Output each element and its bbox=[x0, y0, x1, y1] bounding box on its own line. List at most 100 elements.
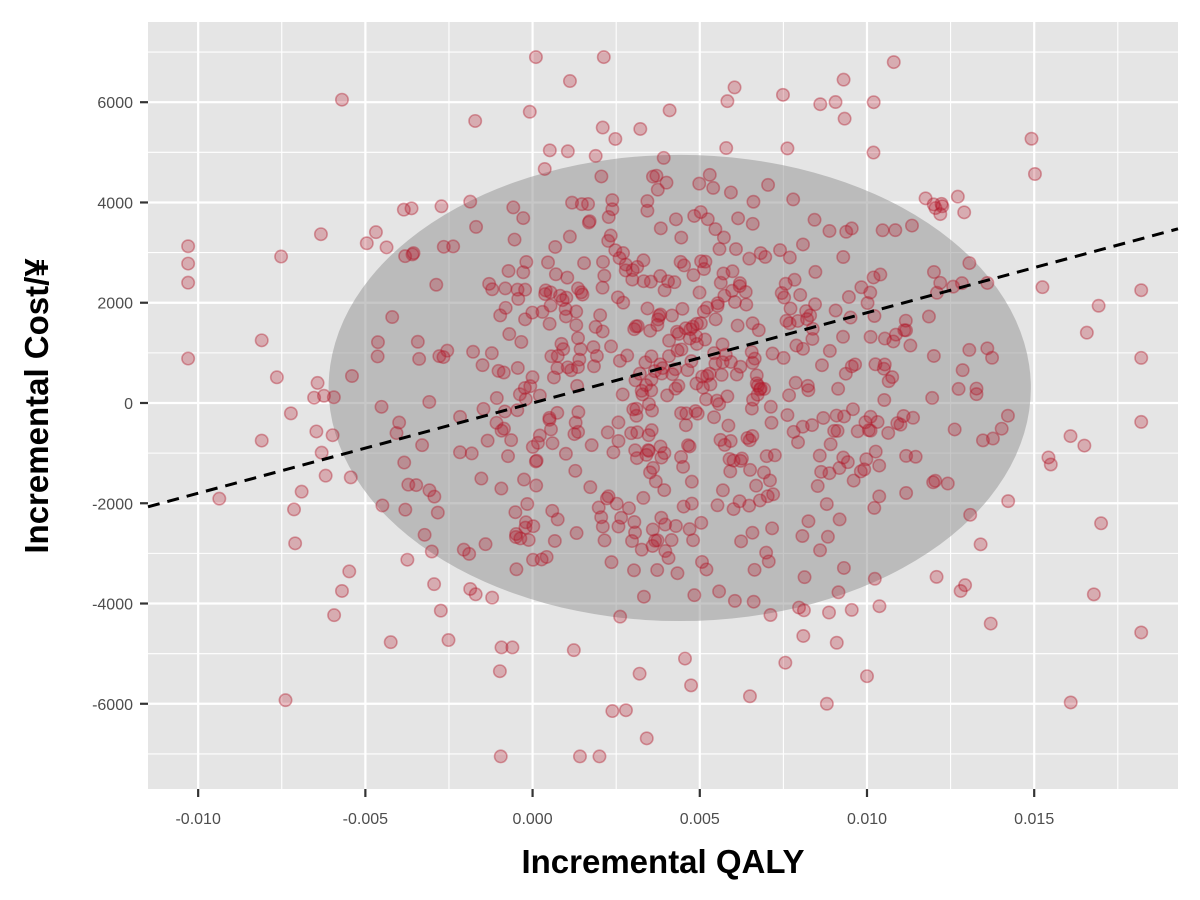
scatter-point bbox=[653, 357, 668, 372]
scatter-point bbox=[872, 599, 887, 614]
scatter-point bbox=[908, 449, 923, 464]
scatter-point bbox=[853, 464, 868, 479]
scatter-point bbox=[876, 361, 891, 376]
scatter-point bbox=[808, 264, 823, 279]
scatter-point bbox=[886, 55, 901, 70]
scatter-point bbox=[525, 305, 540, 320]
scatter-point bbox=[509, 527, 524, 542]
y-tick-label: -2000 bbox=[92, 496, 133, 513]
scatter-point bbox=[550, 405, 565, 420]
scatter-point bbox=[708, 222, 723, 237]
scatter-point bbox=[706, 180, 721, 195]
scatter-point bbox=[867, 571, 882, 586]
scatter-point bbox=[508, 505, 523, 520]
scatter-point bbox=[822, 223, 837, 238]
scatter-point bbox=[476, 401, 491, 416]
scatter-point bbox=[501, 449, 516, 464]
scatter-point bbox=[565, 195, 580, 210]
scatter-point bbox=[985, 431, 1000, 446]
scatter-point bbox=[1027, 166, 1042, 181]
scatter-point bbox=[872, 489, 887, 504]
scatter-point bbox=[645, 169, 660, 184]
scatter-point bbox=[745, 316, 760, 331]
scatter-point bbox=[586, 340, 601, 355]
scatter-point bbox=[658, 517, 673, 532]
scatter-point bbox=[723, 433, 738, 448]
scatter-point bbox=[654, 510, 669, 525]
scatter-point bbox=[516, 211, 531, 226]
scatter-point bbox=[926, 264, 941, 279]
scatter-point bbox=[573, 342, 588, 357]
scatter-point bbox=[929, 569, 944, 584]
scatter-point bbox=[777, 290, 792, 305]
scatter-point bbox=[464, 446, 479, 461]
scatter-point bbox=[897, 323, 912, 338]
scatter-point bbox=[640, 203, 655, 218]
scatter-point bbox=[628, 443, 643, 458]
scatter-point bbox=[650, 533, 665, 548]
scatter-point bbox=[692, 285, 707, 300]
scatter-point bbox=[633, 121, 648, 136]
scatter-point bbox=[517, 472, 532, 487]
scatter-point bbox=[708, 356, 723, 371]
scatter-point bbox=[548, 267, 563, 282]
scatter-point bbox=[537, 161, 552, 176]
scatter-point bbox=[710, 296, 725, 311]
scatter-point bbox=[528, 50, 543, 65]
scatter-point bbox=[574, 285, 589, 300]
scatter-point bbox=[742, 433, 757, 448]
scatter-point bbox=[866, 145, 881, 160]
scatter-point bbox=[375, 498, 390, 513]
scatter-point bbox=[925, 390, 940, 405]
scatter-point bbox=[918, 191, 933, 206]
scatter-point bbox=[933, 207, 948, 222]
scatter-point bbox=[181, 256, 196, 271]
scatter-point bbox=[440, 343, 455, 358]
scatter-point bbox=[526, 519, 541, 534]
scatter-point bbox=[574, 197, 589, 212]
scatter-point bbox=[926, 197, 941, 212]
scatter-point bbox=[799, 304, 814, 319]
scatter-point bbox=[881, 425, 896, 440]
scatter-point bbox=[577, 256, 592, 271]
scatter-point bbox=[727, 294, 742, 309]
scatter-point bbox=[740, 430, 755, 445]
scatter-point bbox=[575, 287, 590, 302]
scatter-point bbox=[886, 334, 901, 349]
scatter-point bbox=[398, 502, 413, 517]
scatter-point bbox=[814, 464, 829, 479]
scatter-point bbox=[595, 519, 610, 534]
scatter-point bbox=[756, 465, 771, 480]
scatter-point bbox=[715, 355, 730, 370]
scatter-point bbox=[958, 578, 973, 593]
scatter-point bbox=[518, 520, 533, 535]
scatter-point bbox=[764, 415, 779, 430]
scatter-point bbox=[491, 363, 506, 378]
scatter-point bbox=[475, 358, 490, 373]
scatter-point bbox=[969, 387, 984, 402]
scatter-point bbox=[831, 381, 846, 396]
scatter-point bbox=[432, 349, 447, 364]
scatter-point bbox=[629, 401, 644, 416]
scatter-point bbox=[805, 331, 820, 346]
scatter-point bbox=[973, 537, 988, 552]
scatter-point bbox=[689, 329, 704, 344]
scatter-point bbox=[683, 322, 698, 337]
x-tick-label: 0.005 bbox=[680, 811, 720, 828]
scatter-point bbox=[522, 104, 537, 119]
scatter-point bbox=[827, 423, 842, 438]
scatter-point bbox=[773, 243, 788, 258]
scatter-point bbox=[877, 331, 892, 346]
scatter-point bbox=[733, 453, 748, 468]
scatter-point bbox=[427, 577, 442, 592]
scatter-point bbox=[1024, 131, 1039, 146]
scatter-point bbox=[745, 216, 760, 231]
scatter-point bbox=[505, 640, 520, 655]
scatter-point bbox=[702, 366, 717, 381]
scatter-point bbox=[489, 415, 504, 430]
scatter-point bbox=[838, 366, 853, 381]
scatter-point bbox=[374, 399, 389, 414]
scatter-point bbox=[686, 268, 701, 283]
y-tick-label: 0 bbox=[124, 396, 133, 413]
scatter-point bbox=[796, 603, 811, 618]
